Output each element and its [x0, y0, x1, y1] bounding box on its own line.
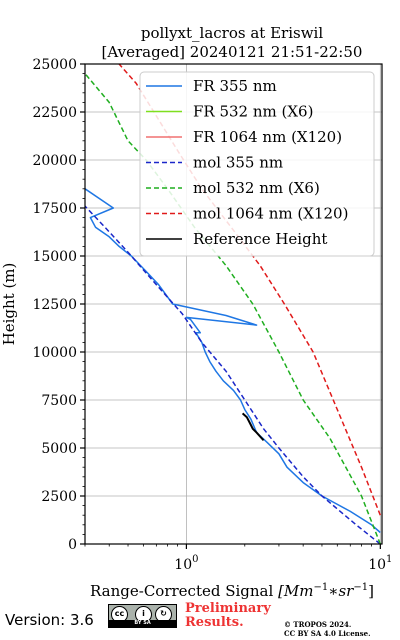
y-tick-label: 22500 [32, 105, 77, 121]
preliminary-notice: Preliminary Results. [185, 602, 271, 630]
data-series [85, 64, 381, 544]
x-axis-label-unit: [Mm [278, 582, 313, 600]
y-axis-label: Height (m) [0, 263, 18, 346]
x-tick-label: 101 [368, 554, 392, 573]
copyright-line2: CC BY SA 4.0 License. [284, 629, 371, 638]
x-tick-label: 100 [174, 554, 198, 573]
series-line-0 [85, 188, 381, 534]
version-label: Version: 3.6 [5, 611, 94, 629]
legend-label-1: FR 532 nm (X6) [193, 103, 313, 121]
preliminary-line2: Results. [185, 615, 244, 630]
legend-label-4: mol 532 nm (X6) [193, 179, 320, 197]
cc-license-badge[interactable]: cc i ↻ BY SA [108, 604, 177, 628]
x-axis-label: Range-Corrected Signal [Mm−1∗sr−1] [90, 582, 374, 600]
copyright-line1: © TROPOS 2024. [284, 620, 352, 629]
chart-title-line1: pollyxt_lacros at Eriswil [141, 24, 323, 42]
series-line-6 [241, 412, 265, 441]
y-tick-label: 25000 [32, 57, 77, 73]
x-axis-label-end: ] [368, 582, 374, 600]
y-tick-label: 10000 [32, 345, 77, 361]
y-tick-label: 15000 [32, 249, 77, 265]
legend-label-5: mol 1064 nm (X120) [193, 205, 348, 223]
chart-title-line2: [Averaged] 20240121 21:51-22:50 [102, 43, 363, 61]
y-tick-label: 5000 [41, 441, 77, 457]
x-axis-label-main: Range-Corrected Signal [90, 582, 278, 600]
legend-label-6: Reference Height [193, 230, 327, 248]
cc-bar-text: BY SA [109, 620, 176, 627]
y-tick-label: 7500 [41, 393, 77, 409]
x-axis-label-sr: ∗sr [328, 582, 354, 600]
series-line-3 [85, 205, 381, 544]
copyright-notice: © TROPOS 2024. CC BY SA 4.0 License. [284, 620, 371, 638]
lidar-profile-chart: pollyxt_lacros at Eriswil [Averaged] 202… [0, 24, 392, 600]
cc-icon: cc [111, 606, 128, 623]
x-axis-label-exp2: −1 [353, 582, 368, 593]
y-axis-ticks: 0 2500 5000 7500 10000 12500 15000 17500 20000 22… [32, 57, 85, 553]
legend-box [139, 71, 375, 257]
x-axis-label-exp1: −1 [314, 582, 329, 593]
legend-label-2: FR 1064 nm (X120) [193, 128, 342, 146]
x-axis-ticks: 100 101 [84, 544, 392, 573]
legend-label-0: FR 355 nm [193, 77, 277, 95]
y-tick-label: 2500 [41, 489, 77, 505]
y-tick-label: 12500 [32, 297, 77, 313]
legend: FR 355 nm FR 532 nm (X6) FR 1064 nm (X120)… [139, 71, 375, 257]
y-tick-label: 20000 [32, 153, 77, 169]
y-tick-label: 17500 [32, 201, 77, 217]
y-tick-label: 0 [68, 537, 77, 553]
legend-label-3: mol 355 nm [193, 154, 283, 172]
preliminary-line1: Preliminary [185, 601, 271, 616]
